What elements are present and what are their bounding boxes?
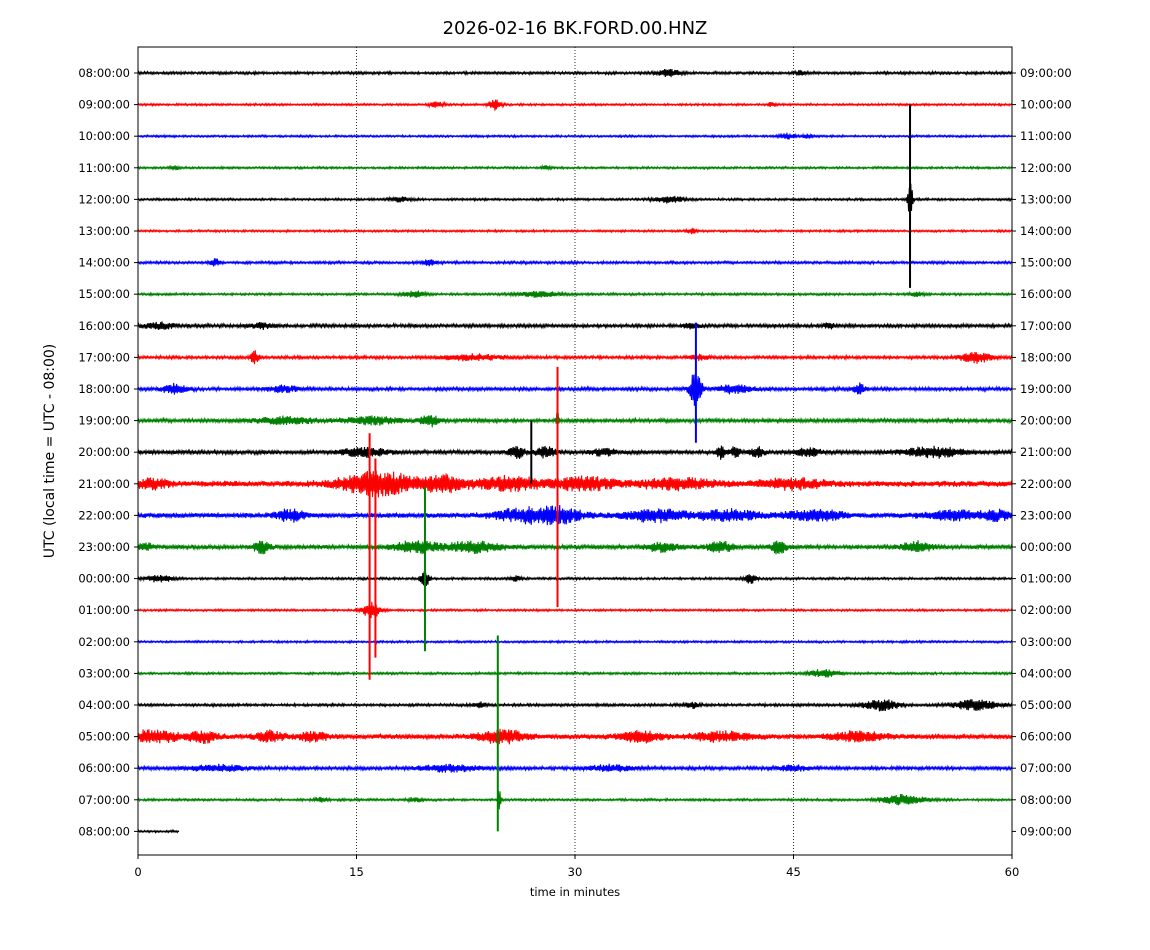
trace-row-0 <box>137 68 1013 78</box>
y-tick-label-right: 22:00:00 <box>1020 477 1072 491</box>
y-tick-label-right: 06:00:00 <box>1020 730 1072 744</box>
y-tick-label-right: 18:00:00 <box>1020 350 1072 364</box>
trace-row-1 <box>137 99 1013 111</box>
y-tick-label-left: 15:00:00 <box>78 287 130 301</box>
y-tick-label-left: 23:00:00 <box>78 540 130 554</box>
y-tick-label-right: 20:00:00 <box>1020 414 1072 428</box>
y-tick-label-left: 18:00:00 <box>78 382 130 396</box>
trace-row-3 <box>137 164 1013 172</box>
trace-row-18 <box>137 639 1013 645</box>
y-tick-label-left: 22:00:00 <box>78 508 130 522</box>
y-tick-label-left: 07:00:00 <box>78 793 130 807</box>
y-tick-label-left: 08:00:00 <box>78 66 130 80</box>
y-tick-label-left: 00:00:00 <box>78 572 130 586</box>
y-tick-label-left: 04:00:00 <box>78 698 130 712</box>
trace-group <box>137 68 1013 834</box>
trace-row-14 <box>137 504 1013 526</box>
y-tick-label-left: 19:00:00 <box>78 414 130 428</box>
y-tick-label-right: 12:00:00 <box>1020 161 1072 175</box>
chart-title: 2026-02-16 BK.FORD.00.HNZ <box>443 18 708 39</box>
trace-row-2 <box>137 132 1013 140</box>
trace-row-7 <box>137 290 1013 298</box>
y-tick-label-left: 12:00:00 <box>78 192 130 206</box>
y-tick-label-left: 13:00:00 <box>78 224 130 238</box>
trace-row-10 <box>137 373 1013 406</box>
x-tick-label: 60 <box>1005 865 1020 879</box>
trace-row-17 <box>137 601 1013 619</box>
y-tick-label-left: 02:00:00 <box>78 635 130 649</box>
y-tick-label-left: 05:00:00 <box>78 730 130 744</box>
y-tick-label-right: 15:00:00 <box>1020 256 1072 270</box>
y-tick-label-left: 14:00:00 <box>78 256 130 270</box>
trace-row-21 <box>137 728 1013 745</box>
y-tick-label-right: 03:00:00 <box>1020 635 1072 649</box>
trace-row-15 <box>137 540 1013 555</box>
y-tick-label-left: 20:00:00 <box>78 445 130 459</box>
x-axis-label: time in minutes <box>530 885 620 899</box>
trace-row-4 <box>137 183 1013 213</box>
trace-row-6 <box>137 258 1013 267</box>
y-tick-label-left: 11:00:00 <box>78 161 130 175</box>
x-tick-label: 30 <box>568 865 583 879</box>
trace-row-5 <box>137 227 1013 235</box>
trace-row-8 <box>137 321 1013 331</box>
y-tick-label-right: 00:00:00 <box>1020 540 1072 554</box>
y-tick-label-right: 14:00:00 <box>1020 224 1072 238</box>
y-tick-label-right: 01:00:00 <box>1020 572 1072 586</box>
y-tick-label-right: 09:00:00 <box>1020 824 1072 838</box>
y-tick-label-right: 10:00:00 <box>1020 98 1072 112</box>
y-axis-label: UTC (local time = UTC - 08:00) <box>42 344 58 559</box>
trace-row-16 <box>137 571 1013 586</box>
y-tick-label-right: 16:00:00 <box>1020 287 1072 301</box>
y-tick-label-right: 09:00:00 <box>1020 66 1072 80</box>
trace-row-19 <box>137 669 1013 678</box>
y-tick-label-right: 21:00:00 <box>1020 445 1072 459</box>
axis-ticks: 08:00:00 09:00:00 10:00:00 11:00:00 12:00:00… <box>78 66 1071 879</box>
y-tick-label-right: 23:00:00 <box>1020 508 1072 522</box>
y-tick-label-left: 06:00:00 <box>78 761 130 775</box>
trace-row-20 <box>137 699 1013 712</box>
y-tick-label-right: 05:00:00 <box>1020 698 1072 712</box>
y-tick-label-right: 17:00:00 <box>1020 319 1072 333</box>
y-tick-label-right: 07:00:00 <box>1020 761 1072 775</box>
y-tick-label-right: 02:00:00 <box>1020 603 1072 617</box>
y-tick-label-left: 01:00:00 <box>78 603 130 617</box>
x-tick-label: 0 <box>134 865 141 879</box>
trace-row-12 <box>137 445 1013 460</box>
y-tick-label-left: 21:00:00 <box>78 477 130 491</box>
y-tick-label-right: 19:00:00 <box>1020 382 1072 396</box>
trace-row-9 <box>137 350 1013 365</box>
trace-row-22 <box>137 763 1013 773</box>
trace-row-11 <box>137 412 1013 432</box>
trace-row-13 <box>137 470 1013 498</box>
spike-group <box>368 104 912 832</box>
trace-row-24 <box>137 828 180 834</box>
trace-row-23 <box>137 790 1013 810</box>
y-tick-label-right: 08:00:00 <box>1020 793 1072 807</box>
y-tick-label-right: 13:00:00 <box>1020 192 1072 206</box>
y-tick-label-left: 09:00:00 <box>78 98 130 112</box>
y-tick-label-right: 11:00:00 <box>1020 129 1072 143</box>
x-tick-label: 45 <box>786 865 801 879</box>
y-tick-label-right: 04:00:00 <box>1020 666 1072 680</box>
y-tick-label-left: 08:00:00 <box>78 824 130 838</box>
y-tick-label-left: 03:00:00 <box>78 666 130 680</box>
y-tick-label-left: 10:00:00 <box>78 129 130 143</box>
y-tick-label-left: 17:00:00 <box>78 350 130 364</box>
y-tick-label-left: 16:00:00 <box>78 319 130 333</box>
x-tick-label: 15 <box>349 865 364 879</box>
